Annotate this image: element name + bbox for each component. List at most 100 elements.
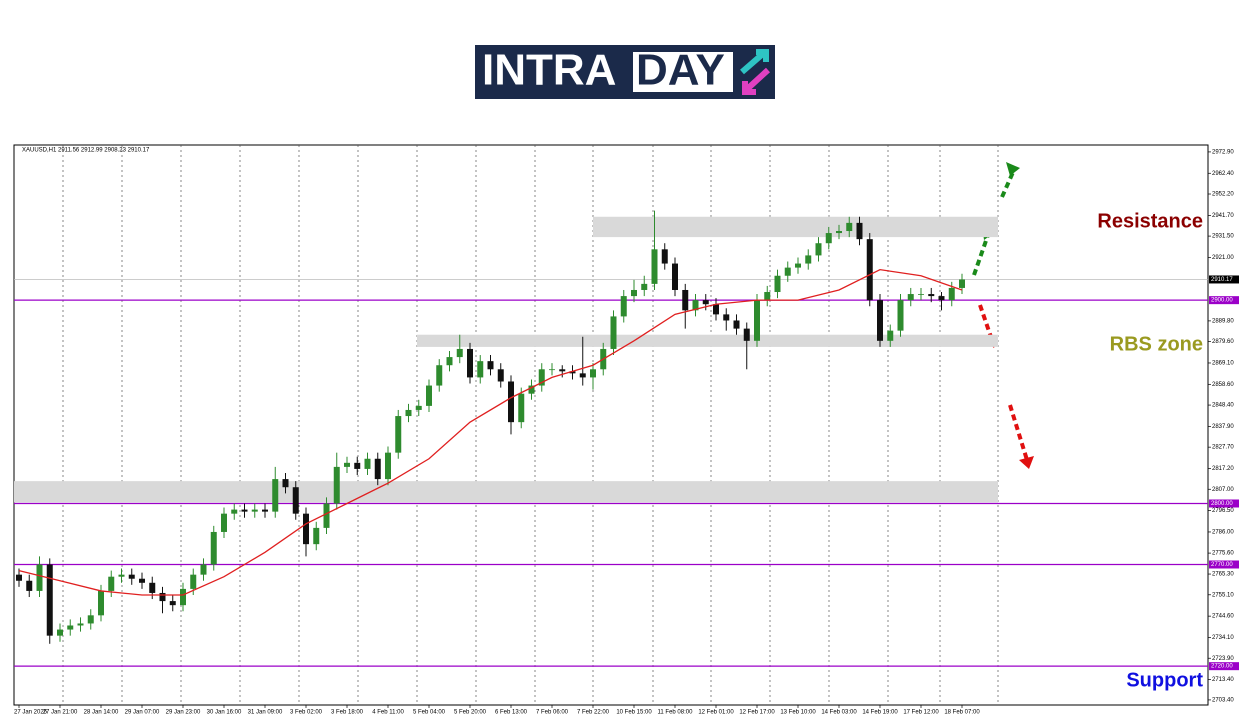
candle-body xyxy=(118,574,125,577)
x-tick-label: 7 Feb 22:00 xyxy=(577,710,610,716)
logo: INTRA DAY xyxy=(475,45,775,99)
x-tick-label: 14 Feb 19:00 xyxy=(862,710,898,716)
x-tick-label: 18 Feb 07:00 xyxy=(944,710,980,716)
candle-body xyxy=(610,316,617,349)
level-label: 2800.00 xyxy=(1211,501,1233,507)
candle-body xyxy=(733,320,740,329)
candle-body xyxy=(323,503,330,528)
candle-body xyxy=(795,263,801,268)
y-tick-label: 2972.90 xyxy=(1212,149,1234,155)
y-tick-label: 2837.90 xyxy=(1212,424,1234,430)
x-tick-label: 29 Jan 07:00 xyxy=(125,710,160,716)
down-arrow xyxy=(1008,404,1029,461)
y-tick-label: 2744.60 xyxy=(1212,614,1234,620)
candle-body xyxy=(180,588,186,606)
candle-body xyxy=(57,629,63,636)
level-box xyxy=(1209,662,1239,671)
candle-body xyxy=(467,348,473,378)
plot-frame xyxy=(13,144,1209,706)
candle-body xyxy=(559,369,566,372)
candle-body xyxy=(77,623,84,626)
candle-body xyxy=(241,509,248,512)
candle-body xyxy=(108,576,115,591)
x-tick-label: 11 Feb 08:00 xyxy=(658,710,694,716)
x-tick-label: 4 Feb 11:00 xyxy=(372,710,404,716)
x-tick-label: 12 Feb 01:00 xyxy=(698,710,734,716)
arrowhead xyxy=(1006,162,1020,176)
y-tick-label: 2786.00 xyxy=(1212,530,1234,536)
x-tick-label: 7 Feb 06:00 xyxy=(536,710,569,716)
y-tick-label: 2869.10 xyxy=(1212,361,1234,367)
candle-body xyxy=(149,582,156,593)
candle-body xyxy=(928,294,935,297)
candle-body xyxy=(497,369,504,382)
x-tick-label: 3 Feb 18:00 xyxy=(331,710,364,716)
x-tick-label: 13 Feb 10:00 xyxy=(780,710,816,716)
zone xyxy=(14,481,998,503)
candle-body xyxy=(128,574,135,579)
y-tick-label: 2703.40 xyxy=(1212,697,1234,703)
y-tick-label: 2962.40 xyxy=(1212,171,1234,177)
candle-body xyxy=(856,222,863,240)
annotation: Resistance xyxy=(1097,210,1203,232)
candle-body xyxy=(16,574,22,581)
level-label: 2720.00 xyxy=(1211,664,1233,670)
x-tick-label: 10 Feb 15:00 xyxy=(616,710,652,716)
candle-body xyxy=(221,513,227,532)
candle-body xyxy=(938,296,945,301)
candle-body xyxy=(805,255,812,264)
candle-body xyxy=(436,365,443,386)
level-label: 2770.00 xyxy=(1211,562,1233,568)
moving-average xyxy=(18,268,963,596)
candle-body xyxy=(651,249,658,284)
x-tick-label: 17 Feb 12:00 xyxy=(903,710,939,716)
candle-body xyxy=(98,590,104,616)
candle-body xyxy=(825,233,832,244)
x-tick-label: 28 Jan 14:00 xyxy=(84,710,119,716)
x-tick-label: 5 Feb 04:00 xyxy=(413,710,446,716)
candle-body xyxy=(159,592,166,602)
y-tick-label: 2848.40 xyxy=(1212,403,1234,409)
logo-arrow xyxy=(742,67,771,95)
y-tick-label: 2889.80 xyxy=(1212,318,1234,324)
candle-body xyxy=(210,531,217,565)
level-box xyxy=(1209,296,1239,305)
zone xyxy=(417,334,998,347)
candle-body xyxy=(579,373,586,378)
y-tick-label: 2827.70 xyxy=(1212,445,1234,451)
logo-box xyxy=(633,52,733,92)
candle-body xyxy=(518,393,525,423)
candle-body xyxy=(897,300,904,331)
y-tick-label: 2734.10 xyxy=(1212,635,1234,641)
y-tick-label: 2941.70 xyxy=(1212,213,1234,219)
candle-body xyxy=(959,279,965,288)
candle-body xyxy=(538,369,545,386)
y-tick-label: 2713.40 xyxy=(1212,677,1234,683)
annotation: Support xyxy=(1126,669,1203,691)
y-tick-label: 2723.90 xyxy=(1212,656,1234,662)
y-tick-label: 2755.10 xyxy=(1212,592,1234,598)
y-tick-label: 2796.50 xyxy=(1212,508,1234,514)
candle-body xyxy=(344,462,350,467)
candle-body xyxy=(282,479,289,488)
candle-body xyxy=(784,267,791,276)
candle-body xyxy=(87,615,94,624)
arrowhead xyxy=(1019,456,1034,469)
candle-body xyxy=(754,300,760,341)
candle-body xyxy=(846,222,853,232)
candle-body xyxy=(877,300,883,341)
logo-arrow xyxy=(740,49,769,75)
candle-body xyxy=(836,231,842,234)
candle-body xyxy=(569,371,576,374)
x-tick-label: 5 Feb 20:00 xyxy=(454,710,487,716)
x-tick-label: 30 Jan 16:00 xyxy=(207,710,242,716)
candle-body xyxy=(200,564,207,575)
candle-body xyxy=(190,574,197,589)
y-tick-label: 2817.20 xyxy=(1212,466,1234,472)
candle-body xyxy=(723,314,730,321)
candle-body xyxy=(713,304,719,315)
candle-body xyxy=(508,381,514,423)
candle-body xyxy=(764,292,771,301)
candle-body xyxy=(702,300,709,305)
candle-body xyxy=(641,283,648,290)
